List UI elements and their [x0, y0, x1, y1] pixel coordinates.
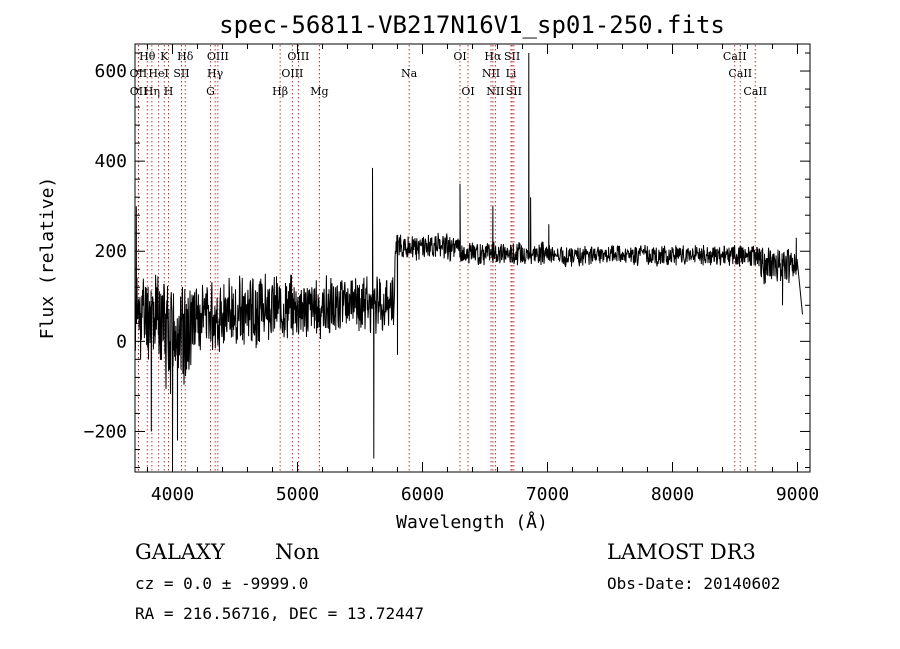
- y-axis-label: Flux (relative): [37, 177, 58, 340]
- x-tick-label: 8000: [651, 484, 694, 505]
- line-marker-label: Hβ: [272, 85, 288, 98]
- y-tick-label: −200: [84, 421, 127, 442]
- survey-label: LAMOST DR3: [607, 540, 756, 564]
- x-axis: 4000 5000 6000 7000 8000 9000: [147, 44, 819, 505]
- line-marker-label: G: [206, 85, 215, 98]
- line-marker-label: Mg: [310, 85, 328, 98]
- line-marker-label: Li: [506, 67, 517, 80]
- line-marker-label: SII: [173, 67, 189, 80]
- x-tick-label: 7000: [526, 484, 569, 505]
- x-tick-label: 4000: [151, 484, 194, 505]
- coordinates-label: RA = 216.56716, DEC = 13.72447: [135, 604, 424, 623]
- redshift-label: cz = 0.0 ± -9999.0: [135, 574, 308, 593]
- x-axis-label: Wavelength (Å): [396, 511, 548, 533]
- line-marker-label: H: [164, 85, 174, 98]
- line-marker-label: OII: [130, 85, 148, 98]
- y-tick-label: 600: [94, 61, 127, 82]
- line-marker-label: Hδ: [177, 50, 194, 63]
- line-marker-label: OIII: [207, 50, 229, 63]
- y-axis: −200 0 200 400 600: [84, 52, 810, 468]
- chart-title: spec-56811-VB217N16V1_sp01-250.fits: [219, 11, 725, 39]
- plot-area: OIIOIIHθHηHeIKHHδSIIGOIIIHγHβOIIIOIIIMgN…: [130, 45, 803, 471]
- line-marker-label: SII: [504, 50, 520, 63]
- spectrum-trace: [135, 52, 803, 468]
- x-tick-label: 9000: [776, 484, 819, 505]
- line-marker-label: CaII: [728, 67, 752, 80]
- line-marker-label: CaII: [723, 50, 747, 63]
- line-marker-label: Na: [401, 67, 418, 80]
- line-marker-label: OI: [453, 50, 466, 63]
- y-tick-label: 400: [94, 151, 127, 172]
- line-marker-label: K: [160, 50, 169, 63]
- line-marker-label: OI: [461, 85, 474, 98]
- line-marker-label: OIII: [281, 67, 303, 80]
- line-marker-label: NII: [482, 67, 500, 80]
- classification-label: GALAXY: [135, 540, 226, 564]
- line-marker-label: CaII: [743, 85, 767, 98]
- line-marker-label: NII: [486, 85, 504, 98]
- line-marker-label: Hη: [144, 85, 160, 98]
- x-tick-label: 5000: [276, 484, 319, 505]
- line-marker-label: Hα: [484, 50, 502, 63]
- line-marker-label: Hθ: [139, 50, 156, 63]
- obs-date-label: Obs-Date: 20140602: [607, 574, 780, 593]
- line-marker-label: HeI: [148, 67, 168, 80]
- y-tick-label: 0: [116, 331, 127, 352]
- subclass-label: Non: [275, 540, 320, 564]
- line-marker-label: SII: [506, 85, 522, 98]
- line-marker-label: OIII: [287, 50, 309, 63]
- line-marker-label: Hγ: [207, 67, 224, 80]
- x-tick-label: 6000: [401, 484, 444, 505]
- y-tick-label: 200: [94, 241, 127, 262]
